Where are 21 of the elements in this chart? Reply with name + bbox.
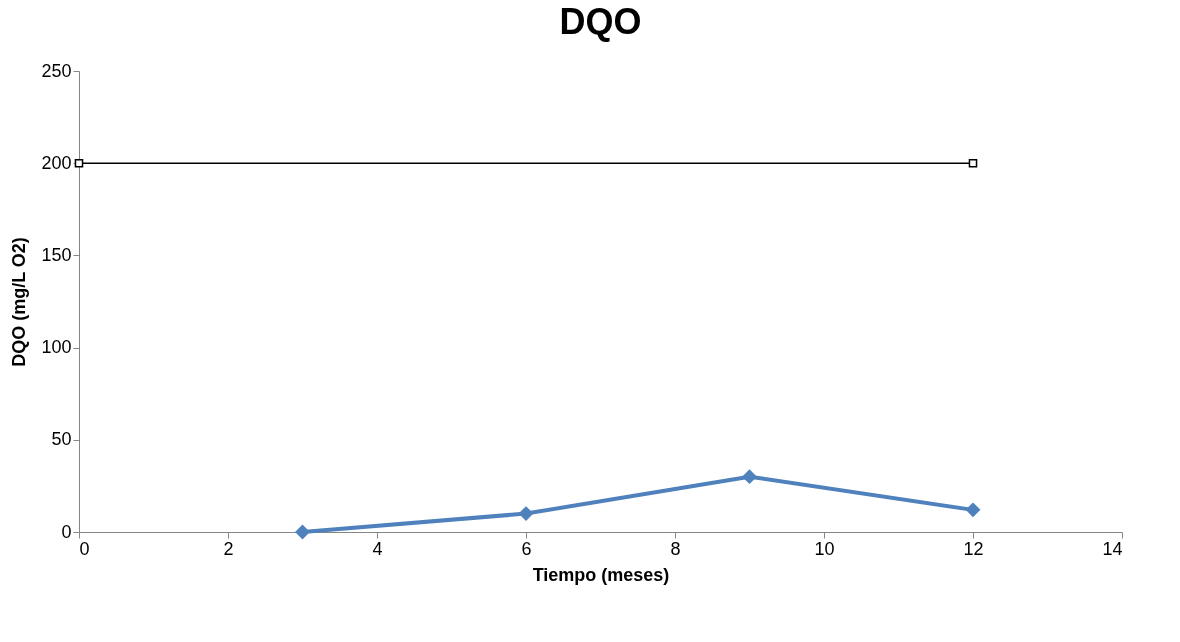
x-tick-label: 2	[223, 538, 234, 559]
x-tick-label: 6	[521, 538, 532, 559]
point	[965, 502, 981, 518]
y-tick-label: 150	[41, 244, 72, 265]
point	[74, 158, 84, 168]
chart-title: DQO	[559, 1, 642, 42]
x-tick-label: 8	[670, 538, 681, 559]
x-tick-label: 10	[814, 538, 835, 559]
x-axis-title: Tiempo (meses)	[532, 564, 670, 585]
y-tick-label: 0	[61, 521, 72, 542]
x-tick-label: 4	[372, 538, 383, 559]
y-tick-label: 250	[41, 60, 72, 81]
point	[968, 158, 978, 168]
point	[742, 469, 757, 485]
x-tick-label: 0	[79, 538, 90, 559]
x-tick-label: 14	[1102, 538, 1123, 559]
x-tick-label: 12	[963, 538, 984, 559]
y-tick-label: 100	[41, 337, 72, 358]
y-tick-label: 50	[51, 429, 72, 450]
y-tick-label: 200	[41, 152, 72, 173]
y-axis-title: DQO (mg/L O2)	[9, 237, 30, 367]
